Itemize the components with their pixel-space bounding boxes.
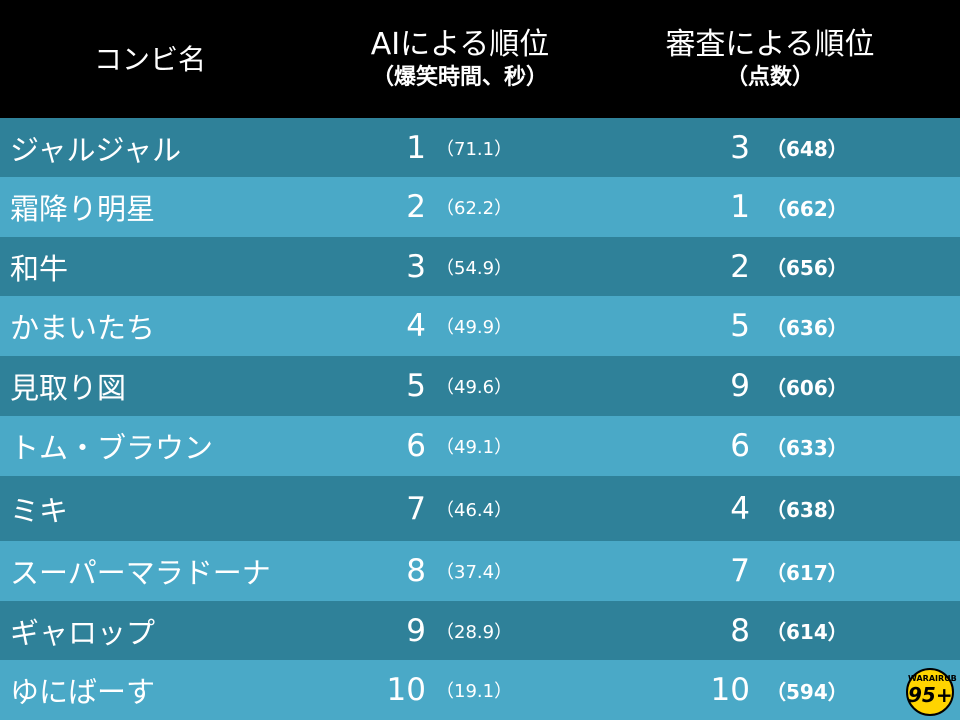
table-row: スーパーマラドーナ 8 （37.4） 7 （617） [0,541,960,601]
combi-name: 見取り図 [10,371,127,405]
judge-rank-value: 4 [730,490,750,527]
combi-name: 霜降り明星 [10,192,156,226]
ai-laugh-seconds: （49.9） [436,317,513,338]
ai-rank-subtitle: （爆笑時間、秒） [371,64,548,90]
judge-score: （606） [766,375,848,400]
judge-rank-value: 2 [730,248,750,285]
ai-laugh-seconds: （28.9） [436,621,513,643]
table-row: 和牛 3 （54.9） 2 （656） [0,237,960,296]
ai-rank-value: 4 [406,308,426,344]
ai-laugh-seconds: （62.2） [436,198,513,219]
table-row: ジャルジャル 1 （71.1） 3 （648） [0,118,960,177]
table-row: ゆにばーす 10 （19.1） 10 （594） [0,660,960,720]
ai-rank-value: 5 [406,368,426,404]
judge-score: （662） [766,196,848,221]
table-row: ミキ 7 （46.4） 4 （638） [0,476,960,541]
logo-top-text: WARAIRUB [908,674,957,683]
ai-laugh-seconds: （37.4） [436,562,513,583]
ai-rank-value: 9 [406,612,426,649]
judge-rank-title: 審査による順位 [665,27,875,62]
combi-name: 和牛 [10,251,69,286]
ai-rank-value: 8 [406,553,426,589]
table-row: 霜降り明星 2 （62.2） 1 （662） [0,177,960,237]
column-header-judge-rank: 審査による順位 （点数） [620,26,920,91]
table-row: 見取り図 5 （49.6） 9 （606） [0,356,960,416]
table-row: かまいたち 4 （49.9） 5 （636） [0,296,960,356]
table-header: コンビ名 AIによる順位 （爆笑時間、秒） 審査による順位 （点数） [0,0,960,118]
combi-name: ゆにばーす [10,675,156,709]
warairub-logo: WARAIRUB 95+ [906,668,957,716]
ai-rank-title: AIによる順位 [370,27,550,62]
column-header-name: コンビ名 [93,43,206,76]
ai-laugh-seconds: （54.9） [436,257,513,279]
judge-score: （617） [766,560,848,585]
table-row: トム・ブラウン 6 （49.1） 6 （633） [0,416,960,476]
ai-laugh-seconds: （46.4） [436,499,513,521]
ai-rank-value: 7 [406,490,426,527]
ai-rank-value: 6 [406,428,426,464]
ai-rank-value: 10 [386,672,426,708]
combi-name: ジャルジャル [10,132,182,167]
judge-rank-value: 9 [730,368,750,404]
judge-rank-value: 1 [730,189,750,225]
ai-laugh-seconds: （71.1） [436,138,513,160]
judge-rank-value: 7 [730,553,750,589]
judge-score: （594） [766,679,848,704]
judge-score: （614） [766,620,848,644]
column-header-ai-rank: AIによる順位 （爆笑時間、秒） [300,26,620,91]
judge-score: （633） [766,435,848,460]
table-row: ギャロップ 9 （28.9） 8 （614） [0,601,960,660]
combi-name: ミキ [10,493,69,528]
judge-score: （648） [766,137,848,161]
combi-name: ギャロップ [10,615,156,650]
judge-score: （636） [766,315,848,340]
judge-rank-value: 8 [730,612,750,649]
judge-rank-value: 6 [730,428,750,464]
ai-rank-value: 2 [406,189,426,225]
judge-rank-subtitle: （点数） [725,64,814,90]
logo-main-text: 95+ [908,683,953,707]
judge-score: （638） [766,498,848,522]
judge-rank-value: 10 [710,672,750,708]
ai-rank-value: 3 [406,248,426,285]
judge-rank-value: 5 [730,308,750,344]
combi-name: かまいたち [10,311,156,345]
judge-score: （656） [766,256,848,280]
ai-rank-value: 1 [406,129,426,166]
ai-laugh-seconds: （49.6） [436,377,513,398]
ai-laugh-seconds: （49.1） [436,437,513,458]
combi-name: トム・ブラウン [10,431,214,465]
judge-rank-value: 3 [730,129,750,166]
ai-laugh-seconds: （19.1） [436,681,513,702]
combi-name: スーパーマラドーナ [10,556,271,590]
